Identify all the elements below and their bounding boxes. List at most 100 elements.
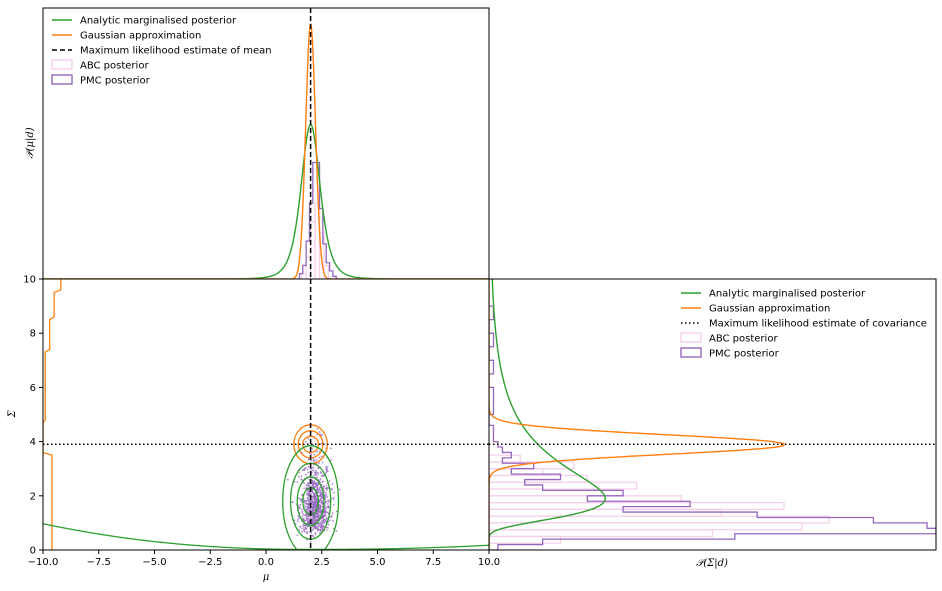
pmc-scatter-point — [316, 485, 318, 487]
y-tick-label: 2 — [30, 491, 36, 502]
pmc-scatter-point — [312, 483, 315, 485]
pmc-scatter-point — [311, 507, 314, 510]
pmc-scatter-point — [332, 498, 335, 500]
top-legend: Analytic marginalised posterior Gaussian … — [51, 16, 272, 87]
pmc-scatter-point — [318, 490, 321, 492]
y-tick-label: 8 — [30, 329, 36, 340]
pmc-scatter-point — [312, 536, 315, 538]
pmc-scatter-point — [312, 510, 315, 513]
pmc-scatter-point — [318, 487, 321, 489]
right-abc-hist-bar — [489, 535, 562, 544]
pmc-scatter-point — [315, 489, 318, 492]
top-legend-label: Maximum likelihood estimate of mean — [80, 46, 272, 57]
pmc-scatter-point — [317, 473, 320, 475]
pmc-scatter-point — [303, 524, 305, 527]
pmc-scatter-point — [312, 527, 315, 530]
pmc-scatter-point — [332, 491, 335, 494]
pmc-scatter-point — [313, 453, 316, 456]
right-gaussian-line — [489, 279, 785, 550]
right-abc-hist-bar — [489, 542, 499, 550]
pmc-scatter-point — [316, 450, 319, 453]
y-tick-label: 6 — [30, 383, 36, 394]
pmc-scatter-point — [305, 473, 307, 476]
pmc-scatter-point — [296, 481, 299, 483]
pmc-scatter-point — [324, 491, 327, 494]
joint-x-ticks: −10.0 −7.5 −5.0 −2.5 0.0 2.5 5.0 7.5 10.0 — [28, 550, 500, 568]
right-axes-frame — [488, 278, 937, 551]
pmc-scatter-point — [299, 503, 302, 506]
pmc-scatter-point — [311, 503, 314, 506]
pmc-scatter-point — [311, 534, 313, 537]
pmc-scatter-point — [316, 529, 319, 532]
pmc-scatter-point — [299, 499, 302, 502]
pmc-scatter-point — [316, 427, 319, 430]
top-legend-label: Gaussian approximation — [80, 31, 201, 42]
contour-analytic — [282, 445, 340, 550]
pmc-scatter-point — [311, 469, 313, 471]
right-abc-hist-bar — [489, 529, 714, 538]
pmc-scatter-point — [314, 492, 317, 495]
pmc-scatter-point — [321, 433, 323, 436]
pmc-scatter-point — [311, 498, 314, 501]
pmc-scatter-point — [326, 487, 329, 489]
pmc-scatter-point — [307, 499, 310, 502]
pmc-scatter-point — [314, 504, 317, 507]
right-xlabel: 𝒫(Σ|d) — [696, 558, 728, 569]
pmc-scatter-point — [297, 515, 300, 518]
pmc-scatter-point — [315, 526, 318, 529]
pmc-scatter-point — [297, 518, 299, 521]
pmc-scatter-point — [302, 518, 305, 521]
pmc-scatter-point — [316, 523, 319, 526]
pmc-scatter-point — [306, 520, 309, 523]
pmc-scatter-point — [325, 517, 328, 520]
pmc-scatter-point — [307, 518, 310, 520]
pmc-scatter-point — [325, 471, 327, 474]
pmc-scatter-point — [322, 480, 324, 483]
pmc-scatter-point — [320, 493, 322, 496]
pmc-scatter-point — [309, 541, 312, 543]
pmc-scatter-point — [316, 476, 318, 479]
pmc-scatter-point — [320, 499, 323, 502]
pmc-scatter-point — [327, 523, 330, 526]
pmc-scatter-point — [311, 491, 314, 493]
pmc-scatter-point — [304, 519, 307, 522]
pmc-scatter-point — [307, 504, 310, 507]
x-tick-label: −7.5 — [87, 557, 111, 568]
pmc-scatter-point — [306, 532, 308, 535]
pmc-scatter-point — [317, 467, 320, 470]
pmc-scatter-point — [318, 532, 321, 534]
pmc-scatter-point — [319, 511, 322, 514]
pmc-scatter-point — [326, 495, 329, 498]
right-abc-hist-bar — [489, 481, 638, 490]
pmc-scatter-point — [318, 462, 320, 465]
pmc-scatter-point — [299, 525, 302, 528]
pmc-scatter-point — [310, 459, 313, 462]
pmc-scatter-point — [331, 488, 333, 491]
pmc-scatter-point — [318, 503, 321, 506]
pmc-scatter-point — [317, 528, 320, 531]
pmc-scatter-point — [331, 519, 334, 522]
pmc-scatter-point — [312, 466, 315, 469]
pmc-scatter-point — [296, 534, 299, 536]
pmc-scatter-point — [332, 503, 335, 506]
pmc-scatter-point — [320, 455, 323, 458]
pmc-scatter-point — [301, 530, 303, 533]
pmc-scatter-point — [326, 503, 329, 505]
pmc-scatter-point — [310, 477, 313, 480]
y-tick-label: 4 — [30, 437, 36, 448]
right-analytic-line — [489, 279, 606, 549]
pmc-scatter-point — [309, 516, 312, 519]
pmc-scatter-point — [298, 471, 301, 474]
pmc-scatter-point — [310, 493, 313, 496]
pmc-scatter-point — [298, 475, 300, 478]
pmc-scatter-point — [328, 501, 330, 503]
x-tick-label: 0.0 — [258, 557, 274, 568]
top-legend-swatch — [51, 74, 73, 85]
pmc-scatter-point — [307, 437, 310, 440]
pmc-scatter-point — [331, 512, 334, 515]
pmc-scatter-point — [305, 484, 308, 487]
pmc-scatter-point — [302, 529, 305, 532]
pmc-scatter-point — [321, 524, 324, 527]
pmc-scatter-point — [301, 511, 304, 514]
